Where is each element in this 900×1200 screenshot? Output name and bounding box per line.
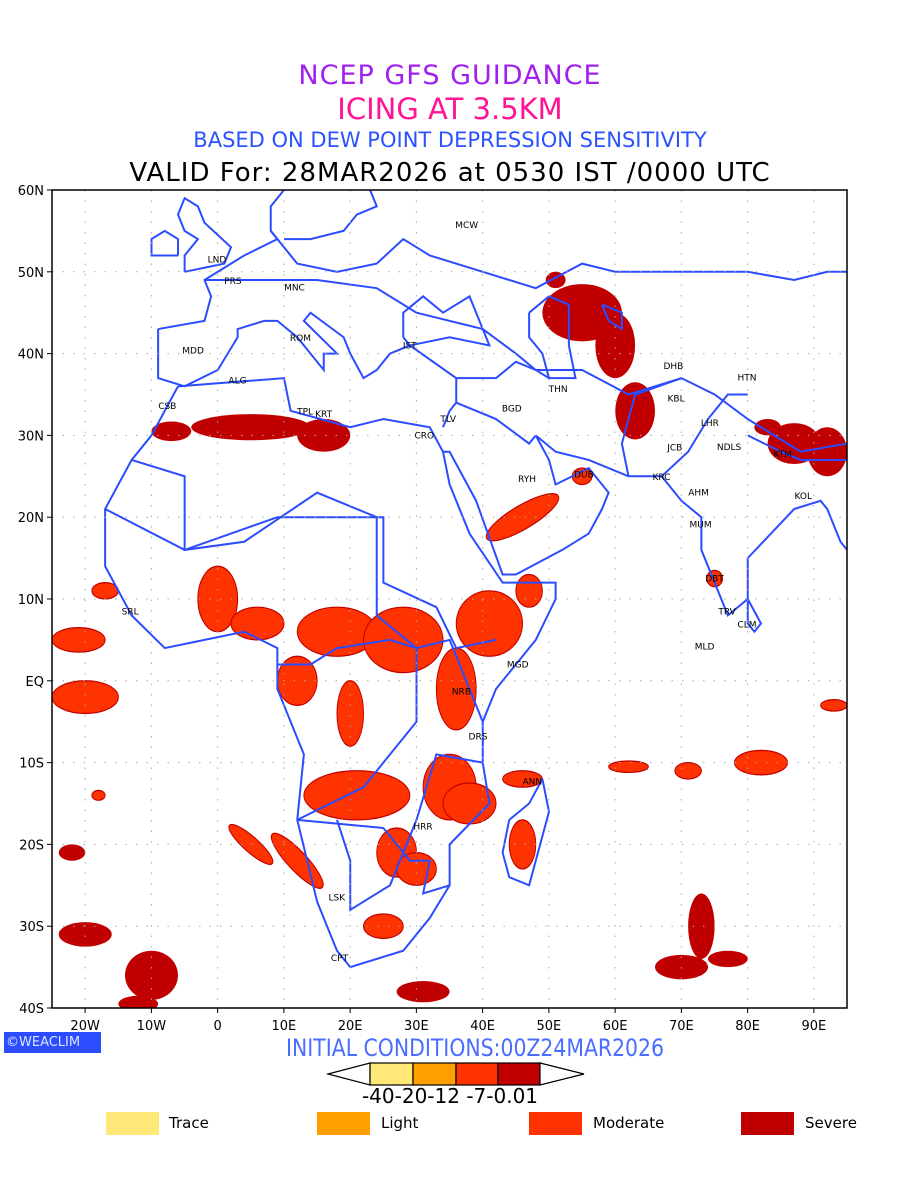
icing-severe <box>58 271 847 1008</box>
legend-label-trace: Trace <box>169 1114 209 1132</box>
city-label: TPL <box>296 408 313 418</box>
city-label: HRR <box>413 822 432 832</box>
city-label: TLV <box>439 415 457 425</box>
lat-tick-label: 10N <box>18 593 44 608</box>
city-label: LND <box>208 256 227 266</box>
city-label: AHM <box>688 489 709 499</box>
lon-tick-label: 10W <box>137 1019 167 1034</box>
legend-label-moderate: Moderate <box>593 1114 665 1132</box>
lat-tick-label: 40S <box>19 1002 44 1017</box>
legend-label-light: Light <box>381 1114 419 1132</box>
city-label: KBL <box>668 395 685 405</box>
lon-tick-label: 80E <box>735 1019 760 1034</box>
city-label: IST <box>403 341 417 351</box>
city-label: PRS <box>224 277 242 287</box>
title-product: NCEP GFS GUIDANCE <box>298 60 602 91</box>
lat-tick-label: 10S <box>19 757 44 772</box>
legend-swatch-trace <box>106 1112 159 1135</box>
city-label: KOL <box>795 492 813 502</box>
axis-ticks: 60N 50N 40N 30N 20N 10N EQ 10S 20S 30S 40S 20W 10W 0 1… <box>18 184 827 1034</box>
lat-tick-label: 60N <box>18 184 44 199</box>
colorbar-moderate <box>455 1062 499 1086</box>
lat-tick-label: 40N <box>18 348 44 363</box>
lat-tick-label: 50N <box>18 266 44 281</box>
city-label: KTM <box>774 450 792 460</box>
city-label: CPT <box>331 954 349 964</box>
city-label: BGD <box>502 404 522 414</box>
lat-tick-label: 30S <box>19 920 44 935</box>
graticule <box>52 190 847 1008</box>
city-label: TRV <box>717 607 736 617</box>
city-label: LHR <box>701 419 719 429</box>
city-label: KRC <box>653 473 671 483</box>
city-labels: MCW LND PRS MNC ROM MDD IST ALG CSB TPL KRT TLV CRO B… <box>122 221 812 964</box>
colorbar <box>325 1062 585 1086</box>
legend-label-severe: Severe <box>805 1114 857 1132</box>
city-label: ANN <box>523 777 543 787</box>
lat-tick-label: 20N <box>18 511 44 526</box>
coastlines-borders <box>105 190 847 967</box>
lon-tick-label: 60E <box>603 1019 628 1034</box>
legend-swatch-moderate <box>529 1112 582 1135</box>
city-label: JCB <box>666 444 682 454</box>
city-label: MGD <box>507 660 529 670</box>
city-label: LSK <box>329 894 347 904</box>
colorbar-right-arrow <box>539 1062 585 1086</box>
city-label: DRS <box>469 732 488 742</box>
lat-tick-label: EQ <box>26 675 44 690</box>
title-method: BASED ON DEW POINT DEPRESSION SENSITIVIT… <box>193 128 707 152</box>
city-label: MNC <box>284 283 305 293</box>
colorbar-trace <box>369 1062 414 1086</box>
title-parameter: ICING AT 3.5KM <box>337 92 563 126</box>
city-label: CRO <box>415 431 435 441</box>
initial-conditions: INITIAL CONDITIONS:00Z24MAR2026 <box>285 1034 665 1062</box>
city-label: ALG <box>228 377 246 387</box>
colorbar-values: -40-20-12 -7-0.01 <box>361 1084 539 1108</box>
lon-tick-label: 90E <box>801 1019 826 1034</box>
colorbar-severe <box>497 1062 541 1086</box>
city-label: DUB <box>574 471 594 481</box>
title-valid-time: VALID For: 28MAR2026 at 0530 IST /0000 U… <box>129 158 771 188</box>
lon-tick-label: 40E <box>470 1019 495 1034</box>
city-label: DHB <box>663 362 683 372</box>
lon-tick-label: 20E <box>338 1019 363 1034</box>
colorbar-left-arrow <box>325 1062 371 1086</box>
city-label: THN <box>548 385 568 395</box>
lon-tick-label: 20W <box>70 1019 100 1034</box>
colorbar-light <box>412 1062 457 1086</box>
city-label: MLD <box>695 642 715 652</box>
lon-tick-label: 30E <box>404 1019 429 1034</box>
weaclim-logo: ©WEACLIM <box>4 1032 101 1053</box>
city-label: CLM <box>737 620 756 630</box>
lon-tick-label: 50E <box>536 1019 561 1034</box>
city-label: NRB <box>452 687 471 697</box>
legend-swatch-light <box>317 1112 370 1135</box>
lat-tick-label: 20S <box>19 838 44 853</box>
city-label: NDLS <box>717 443 742 453</box>
city-label: MUM <box>690 521 712 531</box>
city-label: RYH <box>518 475 536 485</box>
city-label: MCW <box>455 221 478 231</box>
city-label: SRL <box>122 607 139 617</box>
city-label: ROM <box>290 334 311 344</box>
city-label: HTN <box>737 373 756 383</box>
legend-swatch-severe <box>741 1112 794 1135</box>
city-label: DBT <box>705 575 724 585</box>
city-label: MDD <box>182 346 204 356</box>
lon-tick-label: 10E <box>271 1019 296 1034</box>
lon-tick-label: 0 <box>213 1019 221 1034</box>
lat-tick-label: 30N <box>18 429 44 444</box>
city-label: CSB <box>158 402 176 412</box>
city-label: KRT <box>315 410 333 420</box>
lon-tick-label: 70E <box>669 1019 694 1034</box>
